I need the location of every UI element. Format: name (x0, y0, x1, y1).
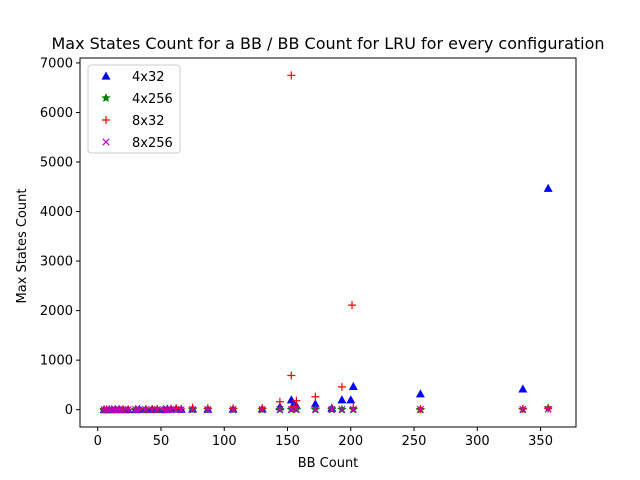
data-point-4x32 (518, 384, 528, 393)
data-point-8x32 (258, 404, 267, 413)
x-tick-label: 0 (94, 434, 102, 449)
data-point-8x32 (311, 392, 320, 401)
data-point-8x256 (311, 405, 319, 414)
data-point-8x32 (287, 371, 296, 380)
axes-frame (79, 57, 577, 428)
legend-label-4x32: 4x32 (132, 70, 165, 85)
data-point-4x32 (346, 395, 356, 404)
y-tick-label: 5000 (40, 156, 73, 171)
data-points (99, 71, 553, 414)
data-point-8x256 (124, 405, 132, 414)
y-tick-label: 3000 (40, 255, 73, 270)
data-point-8x256 (135, 405, 144, 414)
data-point-4x32 (415, 389, 425, 398)
x-tick-label: 350 (528, 434, 553, 449)
data-point-4x32 (337, 395, 347, 404)
legend-label-8x32: 8x32 (132, 114, 165, 129)
data-point-8x256 (204, 405, 212, 414)
data-point-8x256 (416, 405, 424, 414)
data-point-8x256 (292, 405, 300, 414)
chart-title: Max States Count for a BB / BB Count for… (51, 34, 604, 53)
data-point-8x32 (229, 404, 238, 413)
x-tick-label: 50 (153, 434, 170, 449)
legend-box (87, 64, 181, 154)
legend: 4x32 4x256 8x32 8x256 (87, 64, 181, 154)
data-point-8x256 (276, 405, 284, 414)
x-tick-label: 150 (275, 434, 300, 449)
y-tick-label: 4000 (40, 205, 73, 220)
data-point-8x32 (172, 404, 181, 413)
data-point-8x32 (348, 301, 357, 310)
y-tick-label: 2000 (40, 304, 73, 319)
data-point-8x256 (153, 405, 161, 414)
data-point-8x32 (327, 403, 336, 412)
data-point-4x32 (310, 399, 320, 408)
x-tick-label: 300 (465, 434, 490, 449)
plot-area: 0 50 100 150 200 250 300 350 0 1000 2000 3000 4000 50… (40, 56, 577, 449)
data-point-8x256 (519, 405, 527, 413)
data-point-8x256 (229, 405, 237, 414)
data-point-8x32 (349, 403, 358, 412)
data-point-8x32 (275, 397, 284, 406)
data-point-8x256 (105, 405, 113, 414)
data-point-8x32 (292, 396, 301, 405)
y-tick-label: 0 (65, 403, 73, 418)
x-axis-label: BB Count (298, 456, 359, 471)
legend-marker-8x32 (102, 116, 110, 124)
data-point-4x32 (543, 183, 553, 192)
data-point-4x32 (348, 381, 358, 390)
y-tick-label: 6000 (40, 106, 73, 121)
legend-label-4x256: 4x256 (132, 92, 173, 107)
x-tick-label: 250 (402, 434, 427, 449)
data-point-8x256 (258, 405, 266, 414)
y-tick-label: 1000 (40, 354, 73, 369)
data-point-8x32 (337, 382, 346, 391)
data-point-8x256 (338, 405, 346, 414)
data-point-8x256 (142, 405, 150, 414)
y-axis-label: Max States Count (15, 189, 30, 304)
y-tick-label: 7000 (40, 56, 73, 71)
legend-marker-4x32 (101, 71, 111, 80)
data-point-8x256 (188, 405, 197, 414)
x-tick-label: 100 (212, 434, 237, 449)
data-point-8x32 (203, 404, 212, 413)
legend-marker-4x256 (101, 93, 111, 103)
data-point-8x256 (349, 405, 357, 414)
data-point-8x256 (177, 405, 185, 414)
data-point-8x32 (287, 71, 296, 80)
data-point-8x256 (544, 405, 552, 413)
legend-label-8x256: 8x256 (132, 136, 173, 151)
legend-marker-8x256 (102, 138, 110, 146)
data-point-8x256 (328, 405, 336, 414)
x-tick-label: 200 (338, 434, 363, 449)
